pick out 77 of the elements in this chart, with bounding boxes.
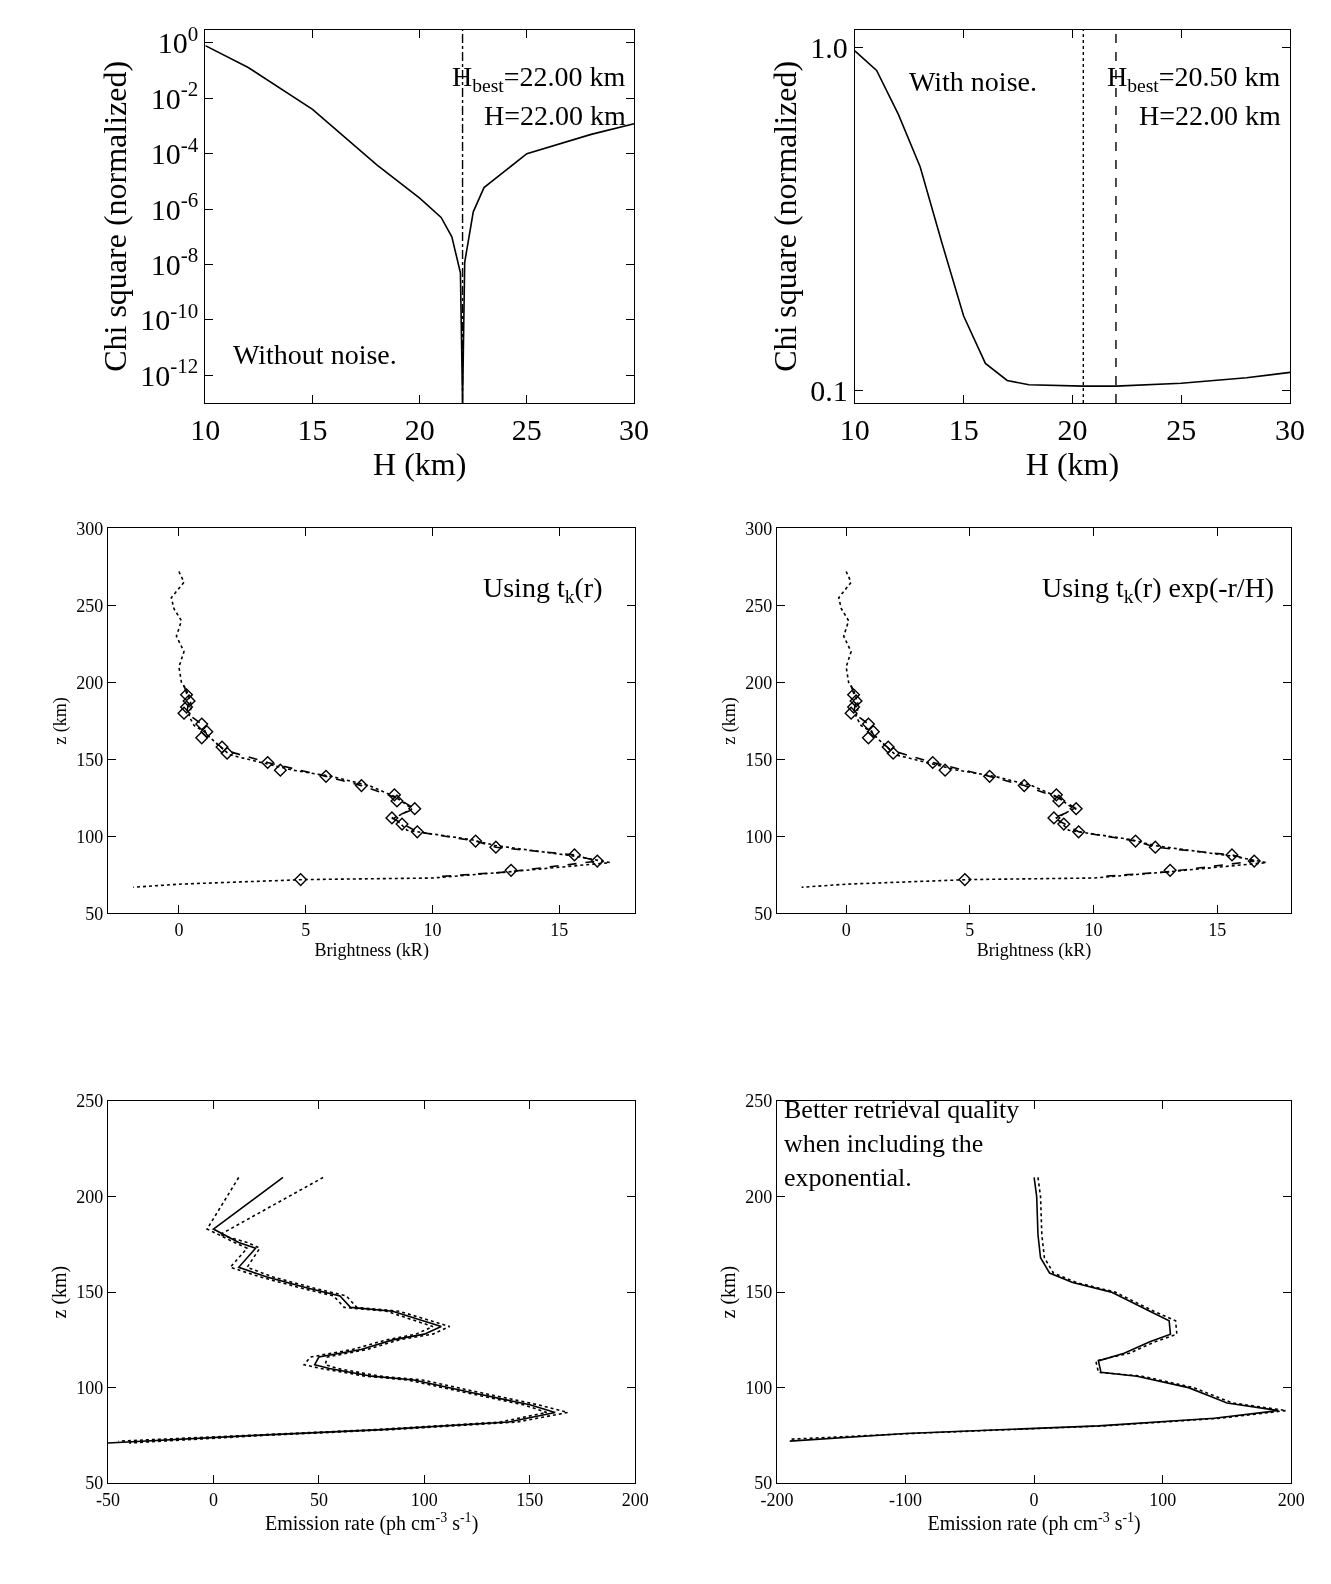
y-tick-label: 10$^{-6}$	[150, 188, 199, 226]
y-tick-label: 100	[745, 826, 773, 847]
y-tick-label: 50	[85, 903, 104, 924]
x-tick-label: 15	[1208, 920, 1227, 941]
annotation: Better retrieval quality when including the exponential.	[784, 1095, 1020, 1192]
x-axis-title: Brightness (kR)	[314, 940, 429, 962]
x-tick-label: 50	[309, 1489, 328, 1510]
annotation: H=22.00 km	[484, 100, 627, 131]
x-tick-label: 0	[208, 1489, 218, 1510]
x-tick-label: 25	[1166, 413, 1197, 447]
x-tick-label: 25	[511, 413, 542, 447]
x-tick-label: 30	[1275, 413, 1306, 447]
x-tick-label: 100	[410, 1489, 438, 1510]
x-axis-title: Brightness (kR)	[976, 940, 1092, 962]
x-tick-label: 200	[621, 1489, 649, 1510]
x-tick-label: 0	[174, 920, 184, 941]
y-tick-label: 10$^{-8}$	[150, 243, 199, 282]
y-tick-label: 150	[76, 749, 104, 770]
y-tick-label: 100	[76, 1377, 104, 1398]
y-tick-label: 150	[745, 1282, 773, 1303]
x-tick-label: 5	[965, 920, 975, 941]
x-tick-label: 20	[1057, 413, 1088, 447]
y-tick-label: 200	[76, 1186, 104, 1207]
annotation: With noise.	[909, 66, 1037, 97]
y-axis-title: z (km)	[50, 697, 72, 745]
annotation: Without noise.	[233, 339, 397, 370]
y-tick-label: 100	[76, 826, 104, 847]
x-tick-label: 0	[841, 920, 851, 941]
annotation: H$_{best}$=22.00 km	[452, 61, 626, 96]
y-axis-title: z (km)	[716, 1265, 740, 1319]
y-tick-label: 0.1	[810, 374, 848, 408]
y-tick-label: 10$^{-2}$	[150, 77, 199, 115]
x-axis-title: H (km)	[373, 446, 467, 483]
x-tick-label: 200	[1277, 1489, 1305, 1510]
y-tick-label: 200	[745, 1186, 773, 1207]
y-tick-label: 10$^{-10}$	[140, 298, 199, 337]
y-tick-label: 250	[76, 1091, 104, 1112]
y-axis-title: z (km)	[47, 1265, 71, 1319]
y-tick-label: 100	[745, 1377, 773, 1398]
x-tick-label: 10	[190, 413, 221, 447]
x-tick-label: 15	[948, 413, 979, 447]
y-tick-label: 300	[745, 518, 773, 539]
y-tick-label: 10$^{0}$	[157, 21, 199, 60]
y-tick-label: 300	[76, 518, 104, 539]
y-tick-label: 10$^{-4}$	[150, 132, 199, 171]
y-tick-label: 1.0	[810, 31, 848, 65]
x-tick-label: 5	[301, 920, 311, 941]
y-tick-label: 10$^{-12}$	[140, 354, 199, 392]
x-tick-label: 15	[550, 920, 569, 941]
y-tick-label: 200	[76, 672, 104, 693]
y-tick-label: 250	[745, 595, 773, 616]
y-tick-label: 250	[76, 595, 104, 616]
x-tick-label: 20	[404, 413, 435, 447]
y-axis-title: Chi square (normalized)	[766, 60, 803, 372]
y-axis-title: Chi square (normalized)	[96, 60, 133, 372]
annotation: H=22.00 km	[1139, 100, 1282, 131]
y-tick-label: 250	[745, 1091, 773, 1112]
x-tick-label: 15	[297, 413, 328, 447]
x-axis-title: H (km)	[1025, 446, 1120, 483]
y-tick-label: 200	[745, 672, 773, 693]
x-tick-label: 10	[423, 920, 442, 941]
x-tick-label: 10	[1084, 920, 1103, 941]
x-tick-label: 30	[619, 413, 650, 447]
x-tick-label: 100	[1149, 1489, 1177, 1510]
x-axis-title: Emission rate (ph cm$^{-3}$ s$^{-1}$)	[927, 1509, 1141, 1536]
x-tick-label: 10	[839, 413, 870, 447]
x-tick-label: -100	[889, 1489, 923, 1510]
x-tick-label: 150	[516, 1489, 544, 1510]
x-tick-label: 0	[1029, 1489, 1039, 1510]
y-tick-label: 150	[745, 749, 773, 770]
annotation: H$_{best}$=20.50 km	[1107, 61, 1281, 96]
y-tick-label: 50	[754, 903, 773, 924]
y-axis-title: z (km)	[719, 697, 741, 745]
annotation: Using t$_{k}$(r)	[483, 572, 603, 607]
x-axis-title: Emission rate (ph cm$^{-3}$ s$^{-1}$)	[264, 1509, 479, 1536]
y-tick-label: 150	[76, 1282, 104, 1303]
annotation: Using t$_{k}$(r) exp(-r/H)	[1042, 572, 1275, 607]
